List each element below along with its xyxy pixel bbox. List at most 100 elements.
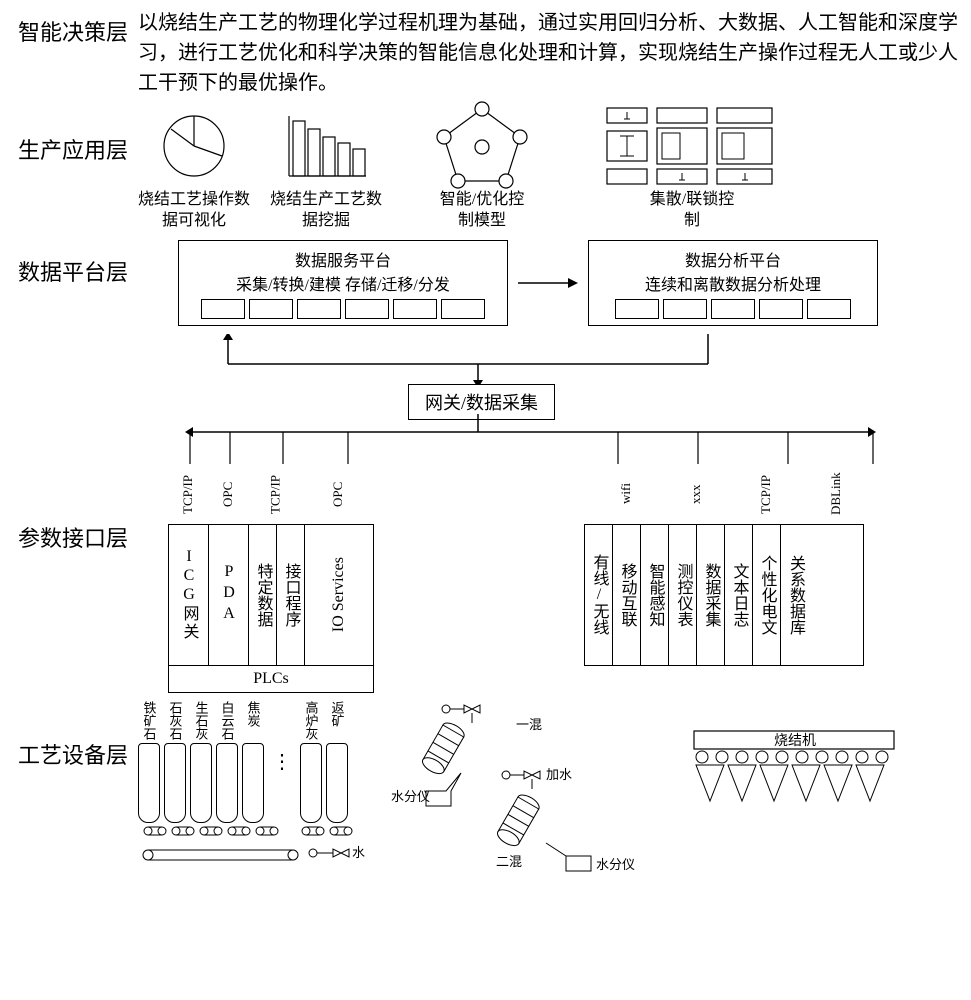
equipment-layer: 工艺设备层 铁矿石 石灰石 生石灰 白云石 焦炭 ⋮ 高炉灰 返矿 [8,701,963,881]
bin-icon [190,743,212,823]
proto-xxx: xxx [668,464,724,524]
bin-item: 白云石 [216,701,238,823]
mixers-group: 一混 水分仪 加水 二 [386,701,666,881]
svg-text:水分仪: 水分仪 [391,789,430,804]
bin-item: 高炉灰 [300,701,322,823]
dp-analysis-box: 数据分析平台 连续和离散数据分析处理 [588,240,878,326]
proto-row-right: wifi xxx TCP/IP DBLink [584,464,864,524]
proto-tcpip3: TCP/IP [724,464,808,524]
mod-icg: ICG网关 [169,525,209,665]
bin-item: 焦炭 [242,701,264,823]
bin-label: 返矿 [328,701,347,743]
svg-text:加水: 加水 [546,767,572,782]
prod-item-model: 智能/优化控 制模型 [432,106,532,232]
bin-icon [326,743,348,823]
ellipsis: ⋮ [268,749,296,774]
iface-left-group: TCP/IP OPC TCP/IP OPC ICG网关 PDA 特定数据 接口程… [168,464,374,693]
bin-label: 焦炭 [244,701,263,743]
dp-service-box: 数据服务平台 采集/转换/建模 存储/迁移/分发 [178,240,508,326]
decision-label: 智能决策层 [8,8,138,59]
bin-item: 生石灰 [190,701,212,823]
bin-label: 石灰石 [166,701,185,743]
prod-viz-label: 烧结工艺操作数 据可视化 [138,190,250,232]
bin-label: 铁矿石 [140,701,159,743]
mod-pda: PDA [209,525,249,665]
mod-collect: 数据采集 [697,525,725,665]
bin-icon [242,743,264,823]
dp-cell [249,299,293,319]
bin-item: 返矿 [326,701,348,823]
prod-dcs-label: 集散/联锁控 制 [650,190,734,232]
dcs-icon [602,106,782,186]
mod-telegram: 个性化电文 [753,525,781,665]
interface-label: 参数接口层 [8,464,138,565]
dp-service-title: 数据服务平台 [189,247,497,271]
decision-layer: 智能决策层 以烧结生产工艺的物理化学过程机理为基础，通过实用回归分析、大数据、人… [8,8,963,98]
bus-connector [138,414,963,464]
pie-icon [159,106,229,186]
dp-cell [297,299,341,319]
bin-icon [216,743,238,823]
gateway-connector: 网关/数据采集 [138,334,963,414]
dp-cell [441,299,485,319]
equipment-content: 铁矿石 石灰石 生石灰 白云石 焦炭 ⋮ 高炉灰 返矿 [138,701,963,881]
dp-cell [807,299,851,319]
mod-sense: 智能感知 [641,525,669,665]
dataplatform-layer: 数据平台层 数据服务平台 采集/转换/建模 存储/迁移/分发 [8,240,963,326]
dp-analysis-cells [599,299,867,319]
svg-text:二混: 二混 [496,854,522,869]
dp-service-sub: 采集/转换/建模 存储/迁移/分发 [189,271,497,295]
equipment-label: 工艺设备层 [8,701,138,782]
bin-item: 铁矿石 [138,701,160,823]
dp-cell [345,299,389,319]
prod-model-label: 智能/优化控 制模型 [440,190,524,232]
proto-dblink: DBLink [808,464,864,524]
mod-wire: 有线/无线 [585,525,613,665]
production-items: 烧结工艺操作数 据可视化 烧结生产工艺数 据挖掘 [138,106,963,232]
bin-item: 石灰石 [164,701,186,823]
mod-mobile: 移动互联 [613,525,641,665]
dp-analysis-title: 数据分析平台 [599,247,867,271]
pentagon-icon [432,106,532,186]
bin-label: 白云石 [218,701,237,743]
mod-row-left: ICG网关 PDA 特定数据 接口程序 IO Services [168,524,374,666]
interface-layer: 参数接口层 TCP/IP OPC TCP/IP OPC ICG网关 PDA 特定… [8,464,963,693]
production-label: 生产应用层 [8,106,138,177]
bin-icon [300,743,322,823]
water-label: 水 [352,845,365,860]
bin-label: 生石灰 [192,701,211,743]
proto-opc2: OPC [303,464,373,524]
bins-group: 铁矿石 石灰石 生石灰 白云石 焦炭 ⋮ 高炉灰 返矿 [138,701,368,873]
prod-item-dcs: 集散/联锁控 制 [602,106,782,232]
proto-wifi: wifi [584,464,668,524]
dp-cell [393,299,437,319]
mod-row-right: 有线/无线 移动互联 智能感知 测控仪表 数据采集 文本日志 个性化电文 关系数… [584,524,864,666]
dataplatform-content: 数据服务平台 采集/转换/建模 存储/迁移/分发 数据分析平台 连续和离散数据分… [138,240,963,326]
interface-content: TCP/IP OPC TCP/IP OPC ICG网关 PDA 特定数据 接口程… [138,464,963,693]
mod-db: 关系数据库 [781,525,809,665]
dataplatform-label: 数据平台层 [8,240,138,299]
mod-io: IO Services [305,525,373,665]
proto-tcpip2: TCP/IP [248,464,303,524]
mod-specdata: 特定数据 [249,525,277,665]
prod-mining-label: 烧结生产工艺数 据挖掘 [270,190,382,232]
conveyor-icon: 水 [138,823,368,873]
bin-icon [164,743,186,823]
bin-icon [138,743,160,823]
sinter-icon: 烧结机 [684,701,904,841]
prod-item-viz: 烧结工艺操作数 据可视化 [138,106,250,232]
dp-cell [615,299,659,319]
proto-row-left: TCP/IP OPC TCP/IP OPC [168,464,374,524]
mod-log: 文本日志 [725,525,753,665]
decision-text: 以烧结生产工艺的物理化学过程机理为基础，通过实用回归分析、大数据、人工智能和深度… [138,8,963,98]
mixer-icon: 一混 水分仪 加水 二 [386,701,666,881]
svg-text:水分仪: 水分仪 [596,857,635,872]
dp-cell [663,299,707,319]
bin-label: 高炉灰 [302,701,321,743]
dp-service-cells [189,299,497,319]
dp-cell [711,299,755,319]
sinter-machine: 烧结机 [684,701,904,841]
iface-right-group: wifi xxx TCP/IP DBLink 有线/无线 移动互联 智能感知 测… [584,464,864,666]
production-layer: 生产应用层 烧结工艺操作数 据可视化 [8,106,963,232]
proto-tcpip: TCP/IP [168,464,208,524]
